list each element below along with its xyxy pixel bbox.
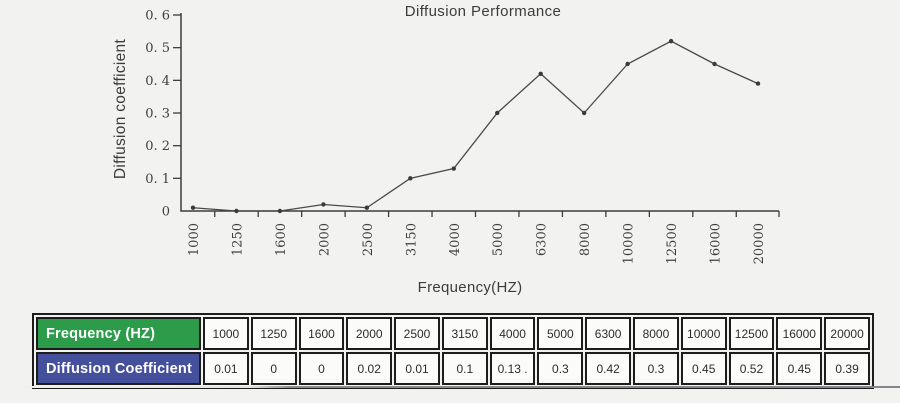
frequency-cell: 20000 (824, 317, 870, 350)
x-tick-label: 1250 (230, 223, 245, 256)
frequency-cell: 1000 (203, 317, 249, 350)
frequency-cell: 10000 (680, 317, 727, 350)
data-point (495, 110, 500, 116)
frequency-cell: 2000 (346, 317, 393, 350)
coefficient-cell: 0.1 (441, 352, 488, 385)
frequency-cell: 12500 (728, 317, 775, 350)
data-point (277, 208, 283, 214)
coefficient-cell: 0.01 (394, 352, 440, 385)
frequency-cell: 1250 (250, 317, 297, 350)
data-point (712, 61, 717, 67)
table-row: Frequency (HZ) 1000 1250 1600 2000 2500 3150 40… (36, 317, 870, 350)
data-point (581, 110, 587, 116)
y-tick-label: 0 (162, 205, 170, 220)
frequency-cell: 3150 (441, 317, 488, 350)
frequency-cell: 5000 (537, 317, 584, 350)
data-point (625, 61, 630, 67)
line-plot: 0 0. 1 0. 2 0. 3 0. 4 0. 5 0. 6 1000 1250 1600 200… (145, 9, 780, 264)
frequency-cell: 8000 (633, 317, 679, 350)
x-tick-label: 2500 (361, 223, 376, 256)
data-point (451, 166, 456, 171)
coefficient-cell: 0.39 (824, 352, 870, 385)
frequency-cell: 16000 (776, 317, 823, 350)
axis-line (180, 13, 779, 212)
x-tick-label: 1600 (274, 223, 289, 256)
x-tick-label: 4000 (448, 223, 463, 256)
data-table: Frequency (HZ) 1000 1250 1600 2000 2500 3150 40… (32, 313, 874, 389)
x-tick-label: 16000 (709, 223, 724, 264)
x-tick-label: 2000 (317, 223, 332, 256)
data-point (364, 205, 370, 210)
frequency-cell: 4000 (489, 317, 536, 350)
x-tick-label: 12500 (665, 223, 680, 264)
frequency-cell: 1600 (298, 317, 345, 350)
y-tick-label: 0. 3 (145, 107, 170, 122)
coefficient-cell: 0.02 (346, 352, 393, 385)
coefficient-cell: 0.42 (585, 352, 632, 385)
y-tick-label: 0. 5 (145, 41, 170, 56)
coefficient-cell: 0.45 (776, 352, 823, 385)
coefficient-cell: 0.01 (203, 352, 249, 385)
y-tick-label: 0. 2 (145, 139, 170, 154)
y-tick-label: 0. 4 (145, 74, 170, 89)
coefficient-cell: 0 (298, 352, 345, 385)
row-header-coefficient: Diffusion Coefficient (36, 352, 201, 385)
frequency-cell: 2500 (394, 317, 440, 350)
x-tick-label: 10000 (622, 223, 637, 264)
data-point (408, 176, 413, 181)
coefficient-cell: 0.52 (728, 352, 775, 385)
x-tick-label: 6300 (535, 223, 550, 256)
coefficient-cell: 0 (250, 352, 297, 385)
data-point (190, 205, 196, 210)
row-header-frequency: Frequency (HZ) (36, 317, 201, 350)
frequency-cell: 6300 (585, 317, 632, 350)
scan-edge-line (0, 386, 900, 388)
x-axis-title: Frequency(HZ) (417, 279, 523, 296)
data-point (321, 202, 326, 207)
x-tick-label: 5000 (491, 223, 506, 256)
coefficient-cell: 0.3 (537, 352, 584, 385)
coefficient-cell: 0.45 (680, 352, 727, 385)
chart-title: Diffusion Performance (404, 3, 562, 20)
y-tick-label: 0. 6 (145, 9, 170, 24)
data-point (755, 81, 761, 86)
table-row: Diffusion Coefficient 0.01 0 0 0.02 0.01 0.1 0.… (36, 352, 870, 385)
x-tick-label: 1000 (187, 223, 202, 256)
x-tick-label: 20000 (752, 223, 767, 264)
y-tick-label: 0. 1 (145, 172, 170, 187)
coefficient-cell: 0.3 (633, 352, 679, 385)
data-point (668, 38, 674, 44)
x-tick-label: 3150 (404, 223, 419, 256)
coefficient-cell: 0.13 . (489, 352, 536, 385)
data-line (192, 40, 759, 212)
data-point (234, 208, 239, 214)
x-tick-label: 8000 (578, 223, 593, 256)
data-point (538, 71, 543, 77)
